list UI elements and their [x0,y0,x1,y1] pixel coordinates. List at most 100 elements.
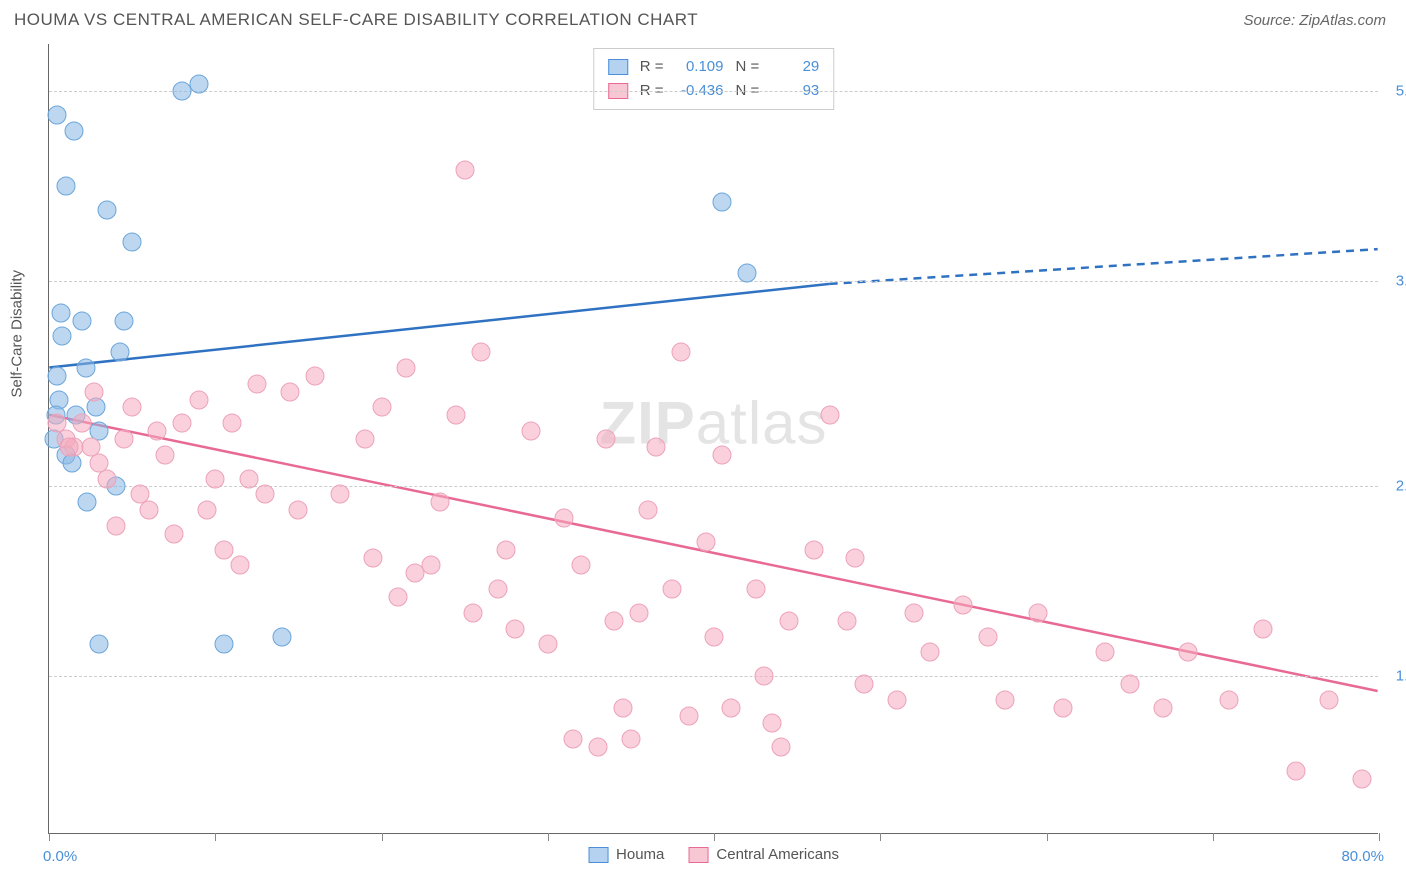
legend-item-central: Central Americans [688,846,839,863]
scatter-point [488,580,507,599]
legend-item-houma: Houma [588,846,664,863]
scatter-point [98,200,117,219]
scatter-point [1054,698,1073,717]
scatter-point [306,366,325,385]
scatter-point [123,232,142,251]
scatter-point [1286,761,1305,780]
scatter-point [613,698,632,717]
scatter-point [563,730,582,749]
scatter-point [463,603,482,622]
legend-swatch-houma-b [588,847,608,863]
x-axis-max-label: 80.0% [1341,848,1384,865]
scatter-point [904,603,923,622]
scatter-point [389,588,408,607]
scatter-point [173,414,192,433]
scatter-point [804,540,823,559]
x-tick [1379,833,1380,841]
scatter-point [372,398,391,417]
scatter-point [197,501,216,520]
scatter-point [73,311,92,330]
x-tick [880,833,881,841]
scatter-point [222,414,241,433]
scatter-point [48,106,67,125]
scatter-point [1220,690,1239,709]
gridline-h [49,91,1378,92]
scatter-point [89,635,108,654]
chart-header: HOUMA VS CENTRAL AMERICAN SELF-CARE DISA… [0,0,1406,36]
scatter-point [522,422,541,441]
scatter-point [114,430,133,449]
scatter-point [1029,603,1048,622]
trend-line-dashed [830,249,1378,284]
gridline-h [49,281,1378,282]
scatter-point [538,635,557,654]
scatter-point [995,690,1014,709]
scatter-point [206,469,225,488]
scatter-point [854,674,873,693]
scatter-point [164,524,183,543]
scatter-point [763,714,782,733]
scatter-point [779,611,798,630]
scatter-point [455,161,474,180]
scatter-point [89,453,108,472]
x-tick [1047,833,1048,841]
scatter-point [148,422,167,441]
scatter-point [497,540,516,559]
scatter-point [646,437,665,456]
legend-swatch-central-b [688,847,708,863]
scatter-point [1320,690,1339,709]
scatter-point [173,82,192,101]
scatter-point [838,611,857,630]
scatter-point [214,540,233,559]
y-axis-title: Self-Care Disability [9,269,26,397]
scatter-point [588,738,607,757]
scatter-point [59,437,78,456]
scatter-point [272,627,291,646]
chart-title: HOUMA VS CENTRAL AMERICAN SELF-CARE DISA… [14,10,698,30]
scatter-point [364,548,383,567]
scatter-point [605,611,624,630]
x-axis-min-label: 0.0% [43,848,77,865]
scatter-point [680,706,699,725]
chart-source: Source: ZipAtlas.com [1243,12,1386,29]
x-tick [215,833,216,841]
scatter-point [638,501,657,520]
gridline-h [49,676,1378,677]
scatter-point [979,627,998,646]
scatter-point [156,445,175,464]
y-tick-label: 1.3% [1396,668,1406,685]
scatter-point [746,580,765,599]
x-tick [714,833,715,841]
scatter-point [247,374,266,393]
watermark-light: atlas [696,389,828,456]
scatter-point [78,493,97,512]
scatter-point [472,343,491,362]
scatter-point [64,121,83,140]
scatter-point [713,445,732,464]
legend-r-label: R = [640,55,664,79]
scatter-point [56,177,75,196]
scatter-point [738,264,757,283]
y-tick-label: 5.0% [1396,83,1406,100]
scatter-point [214,635,233,654]
scatter-point [721,698,740,717]
scatter-point [1153,698,1172,717]
scatter-point [73,414,92,433]
scatter-point [954,595,973,614]
scatter-point [239,469,258,488]
scatter-point [53,327,72,346]
scatter-point [231,556,250,575]
x-tick [49,833,50,841]
scatter-point [630,603,649,622]
legend-n-label: N = [736,55,760,79]
x-tick [1213,833,1214,841]
legend-label-central: Central Americans [716,846,839,863]
scatter-point [846,548,865,567]
scatter-point [397,358,416,377]
legend-r-value-houma: 0.109 [672,55,724,79]
legend-swatch-houma [608,59,628,75]
x-tick [548,833,549,841]
y-tick-label: 3.8% [1396,273,1406,290]
scatter-point [921,643,940,662]
scatter-point [139,501,158,520]
